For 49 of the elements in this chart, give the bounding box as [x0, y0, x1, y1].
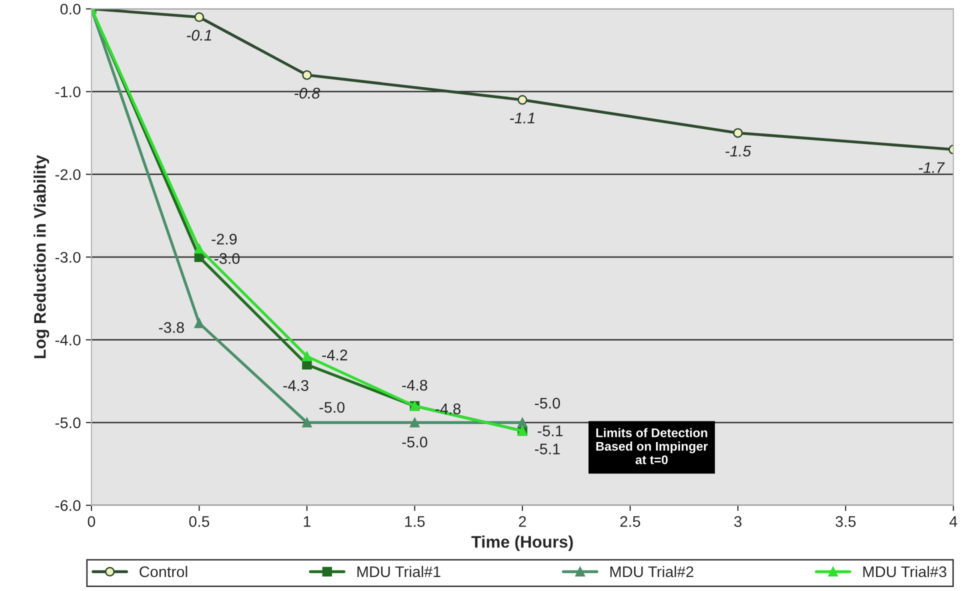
data-label: -5.0 — [402, 436, 428, 448]
data-label: -1.7 — [918, 162, 945, 173]
y-tick-label: 0.0 — [60, 4, 80, 15]
legend-label: MDU Trial#1 — [357, 566, 440, 578]
point — [410, 418, 420, 428]
point — [194, 244, 204, 254]
point — [302, 352, 312, 362]
x-tick-label: 4 — [949, 516, 958, 527]
point — [302, 418, 312, 428]
y-tick-label: -3.0 — [55, 252, 80, 263]
data-label: -4.3 — [283, 380, 308, 391]
x-tick-label: 2.5 — [620, 516, 640, 527]
x-tick-label: 3.5 — [836, 516, 856, 527]
data-label: -4.8 — [402, 380, 428, 391]
x-tick-label: 0.5 — [189, 516, 210, 527]
y-tick-label: -1.0 — [55, 86, 80, 98]
data-label: -4.8 — [436, 403, 461, 414]
x-tick-label: 1 — [304, 516, 310, 527]
data-label: -5.0 — [319, 402, 345, 413]
point — [194, 12, 204, 22]
data-label: -1.5 — [726, 146, 752, 157]
legend-label: MDU Trial#2 — [610, 566, 694, 578]
legend-label: Control — [140, 566, 188, 578]
x-tick-label: 1.5 — [405, 516, 425, 527]
point — [518, 418, 528, 428]
data-label: -1.1 — [510, 112, 534, 124]
data-label: -3.8 — [158, 322, 184, 333]
data-label: -5.1 — [534, 444, 560, 454]
y-axis-title: Log Reduction in Viability — [34, 154, 50, 358]
point — [733, 128, 743, 138]
y-tick-label: -6.0 — [55, 500, 80, 511]
data-label: -0.1 — [186, 30, 212, 41]
data-label: -4.2 — [322, 350, 348, 360]
annotation: Limits of Detection Based on Impinger at t=0 — [596, 428, 708, 464]
y-tick-label: -2.0 — [55, 169, 80, 180]
point — [302, 360, 312, 370]
x-axis-title: Time (Hours) — [471, 536, 573, 552]
x-tick-label: 2 — [518, 516, 526, 527]
legend-label: MDU Trial#3 — [863, 566, 946, 578]
y-tick-label: -5.0 — [55, 417, 80, 428]
data-label: -5.1 — [538, 426, 563, 436]
data-label: -2.9 — [212, 234, 237, 245]
point — [194, 318, 204, 328]
y-tick-label: -4.0 — [55, 334, 80, 346]
x-tick-label: 3 — [734, 516, 742, 527]
x-tick-label: 0 — [88, 516, 96, 527]
point — [302, 70, 312, 80]
data-label: -5.0 — [534, 398, 560, 409]
point — [518, 95, 528, 105]
